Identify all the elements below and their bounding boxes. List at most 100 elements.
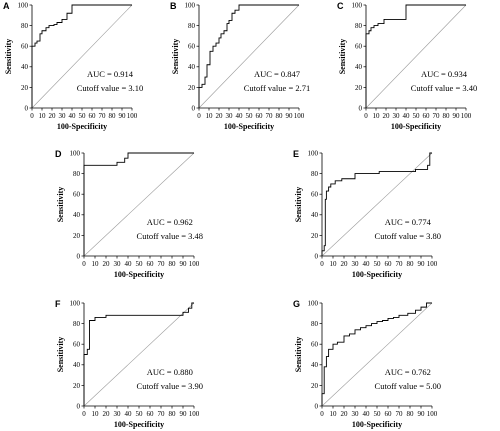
auc-annotation: AUC = 0.774 bbox=[385, 217, 432, 227]
auc-annotation: AUC = 0.962 bbox=[147, 217, 193, 227]
y-axis-label: Sensitivity bbox=[4, 39, 13, 75]
x-tick-label: 80 bbox=[276, 112, 284, 120]
y-tick-label: 80 bbox=[73, 170, 81, 178]
roc-curve-line bbox=[83, 302, 194, 406]
x-tick-label: 10 bbox=[92, 410, 100, 418]
x-tick-label: 0 bbox=[82, 410, 86, 418]
y-tick-label: 0 bbox=[315, 252, 319, 260]
x-tick-label: 10 bbox=[39, 112, 47, 120]
x-tick-label: 10 bbox=[373, 112, 381, 120]
x-tick-label: 10 bbox=[206, 112, 214, 120]
cutoff-annotation: Cutoff value = 3.40 bbox=[411, 83, 478, 93]
x-tick-label: 10 bbox=[92, 260, 100, 268]
y-tick-label: 100 bbox=[308, 299, 319, 307]
x-tick-label: 90 bbox=[286, 112, 294, 120]
y-tick-label: 40 bbox=[73, 361, 81, 369]
y-tick-label: 20 bbox=[355, 84, 363, 92]
x-axis-label: 100-Specificity bbox=[352, 270, 402, 279]
x-tick-label: 40 bbox=[363, 410, 371, 418]
x-tick-label: 40 bbox=[363, 260, 371, 268]
x-tick-label: 20 bbox=[341, 410, 349, 418]
cutoff-annotation: Cutoff value = 3.90 bbox=[137, 381, 204, 391]
y-tick-label: 60 bbox=[73, 191, 81, 199]
y-tick-label: 100 bbox=[352, 1, 363, 9]
x-axis-label: 100-Specificity bbox=[352, 420, 402, 429]
reference-diagonal-line bbox=[83, 302, 195, 407]
x-tick-label: 60 bbox=[147, 260, 155, 268]
x-tick-label: 30 bbox=[352, 260, 360, 268]
auc-annotation: AUC = 0.914 bbox=[87, 69, 134, 79]
x-tick-label: 30 bbox=[114, 410, 122, 418]
reference-diagonal-line bbox=[321, 302, 433, 407]
roc-curve-line bbox=[198, 4, 299, 108]
cutoff-annotation: Cutoff value = 5.00 bbox=[375, 381, 442, 391]
cutoff-annotation: Cutoff value = 3.48 bbox=[137, 231, 204, 241]
y-tick-label: 20 bbox=[311, 232, 319, 240]
roc-curve-line bbox=[321, 152, 432, 256]
x-tick-label: 50 bbox=[374, 260, 382, 268]
x-tick-label: 90 bbox=[180, 260, 188, 268]
y-axis-label: Sensitivity bbox=[338, 39, 347, 75]
panel-e-letter: E bbox=[293, 149, 299, 159]
reference-diagonal-line bbox=[365, 4, 467, 109]
x-tick-label: 100 bbox=[461, 112, 472, 120]
x-tick-label: 50 bbox=[374, 410, 382, 418]
y-tick-label: 40 bbox=[73, 211, 81, 219]
y-tick-label: 100 bbox=[70, 299, 81, 307]
y-tick-label: 60 bbox=[311, 341, 319, 349]
x-axis-label: 100-Specificity bbox=[391, 122, 441, 131]
y-tick-label: 60 bbox=[355, 43, 363, 51]
x-tick-label: 0 bbox=[320, 410, 324, 418]
x-tick-label: 80 bbox=[109, 112, 117, 120]
y-tick-label: 80 bbox=[188, 22, 196, 30]
x-tick-label: 90 bbox=[453, 112, 461, 120]
x-axis-label: 100-Specificity bbox=[114, 270, 164, 279]
x-tick-label: 10 bbox=[330, 410, 338, 418]
x-tick-label: 30 bbox=[59, 112, 67, 120]
panel-b-letter: B bbox=[170, 1, 177, 11]
x-tick-label: 80 bbox=[407, 410, 415, 418]
x-tick-label: 0 bbox=[30, 112, 34, 120]
y-tick-label: 40 bbox=[311, 211, 319, 219]
auc-annotation: AUC = 0.880 bbox=[147, 367, 193, 377]
panel-g-letter: G bbox=[293, 299, 300, 309]
y-tick-label: 80 bbox=[21, 22, 29, 30]
y-tick-label: 20 bbox=[21, 84, 29, 92]
x-tick-label: 80 bbox=[169, 410, 177, 418]
y-tick-label: 0 bbox=[315, 402, 319, 410]
y-tick-label: 80 bbox=[311, 170, 319, 178]
y-tick-label: 0 bbox=[25, 104, 29, 112]
y-tick-label: 100 bbox=[308, 149, 319, 157]
x-tick-label: 20 bbox=[216, 112, 224, 120]
y-tick-label: 0 bbox=[359, 104, 363, 112]
x-tick-label: 100 bbox=[427, 260, 438, 268]
x-tick-label: 100 bbox=[294, 112, 305, 120]
x-tick-label: 70 bbox=[266, 112, 274, 120]
x-tick-label: 80 bbox=[169, 260, 177, 268]
x-tick-label: 60 bbox=[147, 410, 155, 418]
roc-curve-line bbox=[83, 152, 194, 256]
y-tick-label: 60 bbox=[73, 341, 81, 349]
auc-annotation: AUC = 0.762 bbox=[385, 367, 431, 377]
y-tick-label: 40 bbox=[355, 63, 363, 71]
x-tick-label: 0 bbox=[197, 112, 201, 120]
y-tick-label: 40 bbox=[188, 63, 196, 71]
x-tick-label: 50 bbox=[136, 260, 144, 268]
x-tick-label: 100 bbox=[189, 410, 200, 418]
roc-curve-line bbox=[31, 4, 132, 108]
y-axis-label: Sensitivity bbox=[294, 187, 303, 223]
panel-d-letter: D bbox=[55, 149, 62, 159]
y-axis-label: Sensitivity bbox=[171, 39, 180, 75]
roc-curve-line bbox=[321, 302, 432, 406]
x-tick-label: 0 bbox=[320, 260, 324, 268]
y-tick-label: 60 bbox=[311, 191, 319, 199]
y-tick-label: 80 bbox=[355, 22, 363, 30]
x-tick-label: 40 bbox=[125, 410, 133, 418]
